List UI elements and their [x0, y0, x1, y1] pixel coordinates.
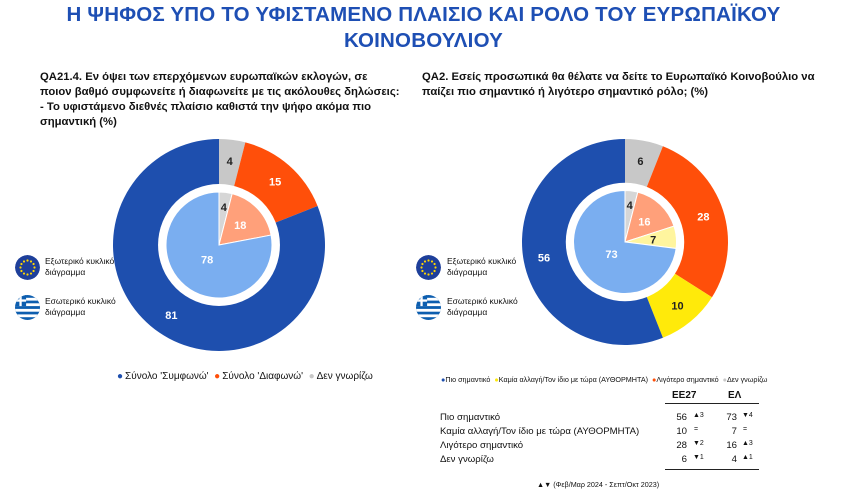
- legend-inner-label-2: Εσωτερικό κυκλικό διάγραμμα: [447, 296, 518, 317]
- inner-label-less-important: 16: [638, 216, 650, 228]
- inner-slice-agree: [165, 191, 273, 299]
- question-qa2: QA2. Εσείς προσωπικά θα θέλατε να δείτε …: [422, 71, 815, 98]
- table-row: Πιο σημαντικό 56 ▲3 73 ▼4: [440, 412, 753, 423]
- question-qa21-4: QA21.4. Εν όψει των επερχόμενων ευρωπαϊκ…: [40, 71, 400, 128]
- legend-item-agree: ● Σύνολο 'Συμφωνώ': [117, 371, 209, 382]
- inner-slice-more-important: [573, 189, 677, 294]
- legend-item-disagree: ● Σύνολο 'Διαφωνώ': [214, 371, 304, 382]
- table-header-el: ΕΛ: [728, 390, 742, 401]
- legend-item-dont-know: ● Δεν γνωρίζω: [308, 371, 373, 382]
- title-line-2: ΚΟΙΝΟΒΟΥΛΙΟΥ: [343, 29, 504, 52]
- legend-item-dont-know-2: ●Δεν γνωρίζω: [722, 375, 768, 384]
- table-rule-bottom: [665, 469, 759, 470]
- legend-chart-2: ●Πιο σημαντικό ●Καμία αλλαγή/Τον ίδιο με…: [441, 375, 767, 384]
- table-row: Καμία αλλαγή/Τον ίδιο με τώρα (ΑΥΘΟΡΜΗΤΑ…: [440, 426, 748, 437]
- legend-chart-1: ● Σύνολο 'Συμφωνώ' ● Σύνολο 'Διαφωνώ' ● Δεν…: [117, 371, 373, 382]
- inner-label-no-change: 7: [650, 234, 656, 246]
- legend-item-less-important: ●Λιγότερο σημαντικό: [652, 375, 719, 384]
- outer-label-disagree: 15: [269, 176, 281, 188]
- outer-label-dont-know: 4: [227, 156, 234, 168]
- legend-outer-label: Εξωτερικό κυκλικό διάγραμμα: [45, 256, 115, 277]
- inner-slice-disagree: [218, 193, 272, 246]
- outer-label-dont-know: 6: [637, 156, 643, 168]
- donut-chart-qa2: 6 28 10 56 4 167 73: [522, 139, 728, 345]
- page-title: Η ΨΗΦΟΣ ΥΠΟ ΤΟ ΥΦΙΣΤΑΜΕΝΟ ΠΛΑΙΣΙΟ ΚΑΙ ΡΟ…: [0, 2, 847, 54]
- inner-label-more-important: 73: [605, 249, 617, 261]
- legend-inner-label: Εσωτερικό κυκλικό διάγραμμα: [45, 296, 116, 317]
- outer-label-agree: 81: [165, 310, 177, 322]
- table-header-eu27: ΕΕ27: [672, 390, 697, 401]
- inner-label-agree: 78: [201, 254, 213, 266]
- legend-item-more-important: ●Πιο σημαντικό: [441, 375, 491, 384]
- legend-item-no-change: ●Καμία αλλαγή/Τον ίδιο με τώρα (ΑΥΘΟΡΜΗΤ…: [494, 375, 649, 384]
- donut-chart-qa21-4: 4 15 81 4 18 78: [113, 139, 326, 351]
- outer-label-more-important: 56: [538, 252, 550, 264]
- table-footnote: ▲▼ (Φεβ/Μαρ 2024 - Σεπτ/Οκτ 2023): [537, 480, 660, 489]
- table-row: Λιγότερο σημαντικό 28 ▼2 16 ▲3: [440, 440, 753, 451]
- greek-flag-icon: [416, 295, 441, 320]
- inner-slice-less-important: [624, 191, 675, 243]
- table-rule-top: [665, 403, 759, 404]
- outer-label-no-change: 10: [671, 300, 683, 312]
- legend-outer-label-2: Εξωτερικό κυκλικό διάγραμμα: [447, 256, 517, 277]
- title-line-1: Η ΨΗΦΟΣ ΥΠΟ ΤΟ ΥΦΙΣΤΑΜΕΝΟ ΠΛΑΙΣΙΟ ΚΑΙ ΡΟ…: [66, 3, 781, 26]
- greek-flag-icon: [15, 295, 40, 320]
- outer-label-less-important: 28: [697, 212, 709, 224]
- eu-flag-icon: [416, 255, 441, 280]
- inner-label-dont-know: 4: [221, 202, 228, 214]
- inner-label-dont-know: 4: [627, 200, 634, 212]
- eu-flag-icon: [15, 255, 40, 280]
- inner-label-disagree: 18: [234, 220, 246, 232]
- table-row: Δεν γνωρίζω 6 ▼1 4 ▲1: [440, 454, 753, 465]
